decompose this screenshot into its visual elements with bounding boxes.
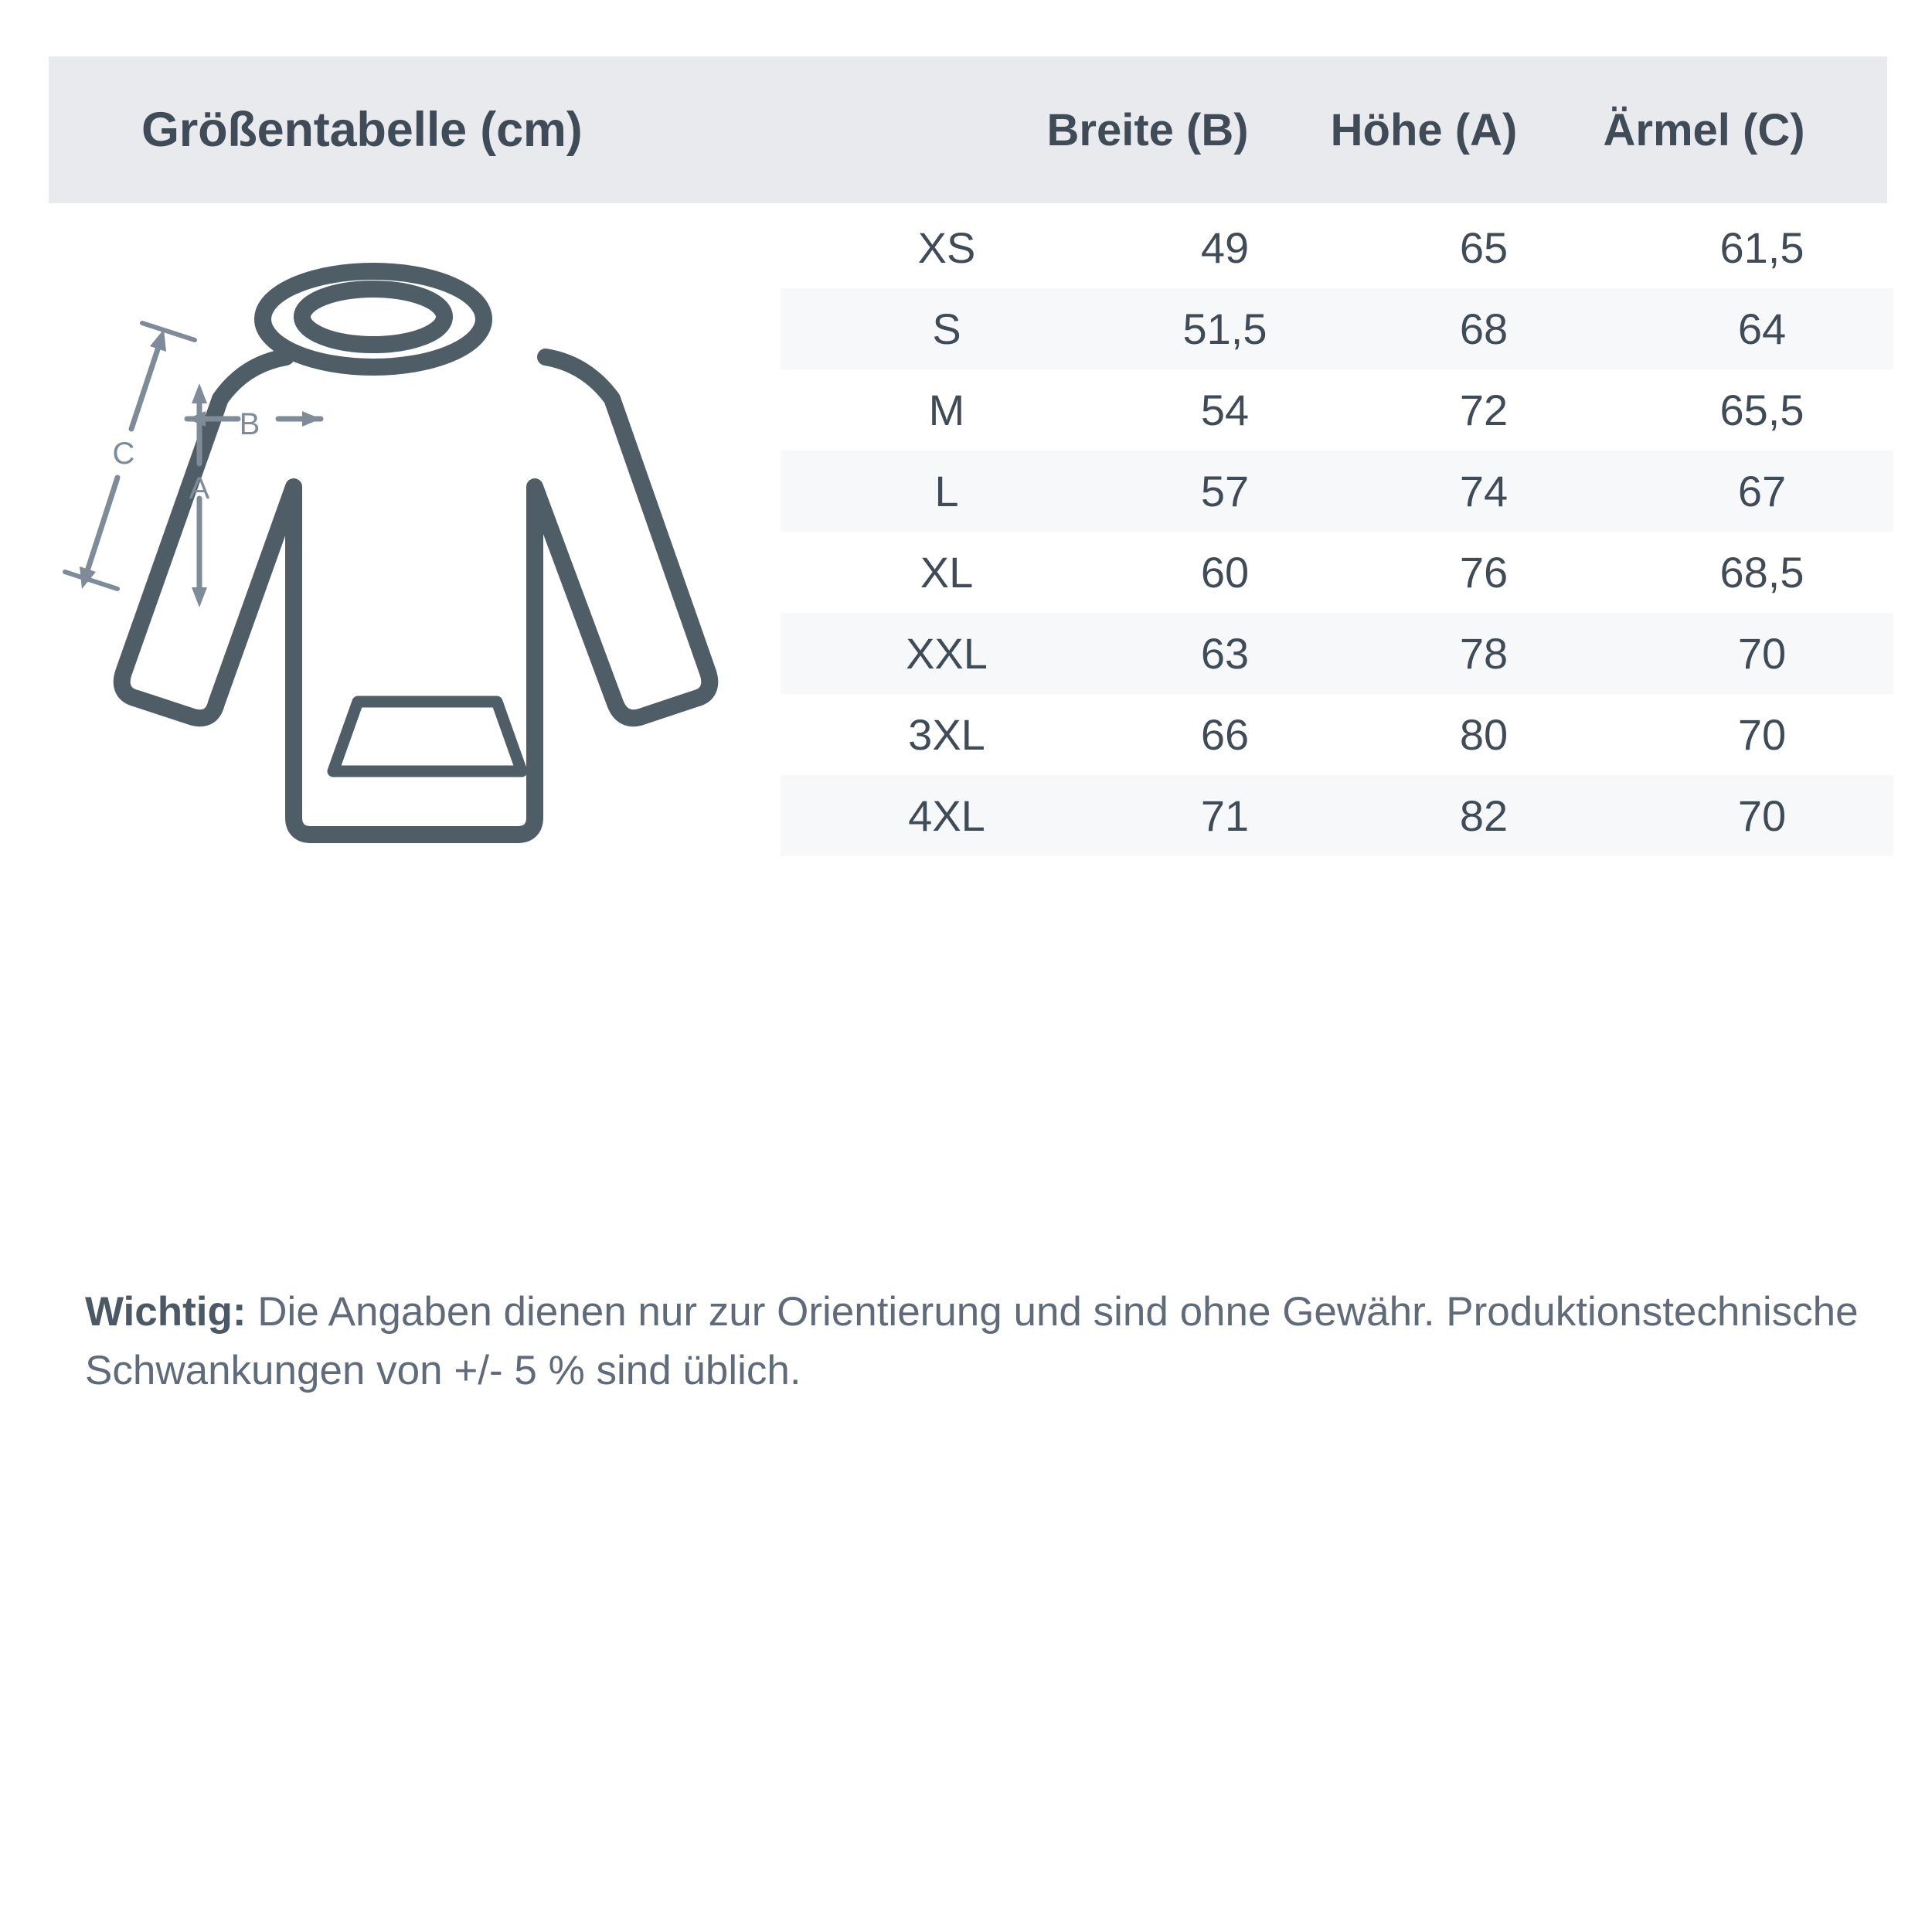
arrow-up-c bbox=[150, 329, 166, 352]
hoodie-outline bbox=[113, 263, 719, 843]
column-header-hoehe: Höhe (A) bbox=[1330, 104, 1518, 155]
disclaimer-lead: Wichtig: bbox=[85, 1289, 247, 1335]
dimension-label-c: C bbox=[113, 437, 135, 471]
dimension-label-b: B bbox=[240, 407, 260, 441]
column-headers: Breite (B) Höhe (A) Ärmel (C) bbox=[1005, 56, 1887, 203]
cell-hoehe: 82 bbox=[1459, 791, 1509, 840]
cell-hoehe: 78 bbox=[1459, 629, 1509, 678]
cell-breite: 54 bbox=[1200, 386, 1250, 434]
cell-aermel: 61,5 bbox=[1719, 223, 1804, 272]
cell-hoehe: 65 bbox=[1459, 223, 1509, 272]
cell-size: XXL bbox=[906, 629, 988, 678]
table-row: XS 49 65 61,5 bbox=[781, 207, 1893, 288]
cell-aermel: 70 bbox=[1737, 629, 1787, 678]
cell-size: XS bbox=[917, 223, 976, 272]
hoodie-pocket bbox=[327, 696, 528, 777]
table-row: S 51,5 68 64 bbox=[781, 288, 1893, 369]
cell-aermel: 70 bbox=[1737, 791, 1787, 840]
cell-hoehe: 68 bbox=[1459, 304, 1509, 353]
column-header-aermel: Ärmel (C) bbox=[1603, 104, 1805, 155]
dimension-line-c bbox=[128, 337, 164, 432]
cell-breite: 71 bbox=[1200, 791, 1250, 840]
arrow-up-a bbox=[192, 383, 207, 403]
cell-breite: 49 bbox=[1200, 223, 1250, 272]
cell-hoehe: 80 bbox=[1459, 710, 1509, 759]
cell-aermel: 70 bbox=[1737, 710, 1787, 759]
cell-breite: 51,5 bbox=[1182, 304, 1267, 353]
table-row: 3XL 66 80 70 bbox=[781, 694, 1893, 775]
cell-hoehe: 76 bbox=[1459, 548, 1509, 597]
table-row: XXL 63 78 70 bbox=[781, 613, 1893, 694]
disclaimer-text: Die Angaben dienen nur zur Orientierung … bbox=[85, 1289, 1859, 1393]
disclaimer-note: Wichtig: Die Angaben dienen nur zur Orie… bbox=[85, 1283, 1886, 1400]
dimension-label-a: A bbox=[189, 471, 210, 505]
tick-bottom-c bbox=[63, 570, 120, 591]
cell-aermel: 68,5 bbox=[1719, 548, 1804, 597]
arrow-left-b bbox=[187, 411, 206, 427]
cell-size: 4XL bbox=[908, 791, 985, 840]
cell-aermel: 67 bbox=[1737, 467, 1787, 515]
dimension-markers bbox=[63, 321, 324, 607]
cell-size: XL bbox=[920, 548, 974, 597]
cell-breite: 57 bbox=[1200, 467, 1250, 515]
table-row: 4XL 71 82 70 bbox=[781, 775, 1893, 856]
cell-size: S bbox=[932, 304, 961, 353]
cell-hoehe: 72 bbox=[1459, 386, 1509, 434]
cell-breite: 63 bbox=[1200, 629, 1250, 678]
arrow-down-a bbox=[192, 587, 207, 607]
cell-aermel: 64 bbox=[1737, 304, 1787, 353]
page-title: Größentabelle (cm) bbox=[141, 103, 583, 157]
column-header-breite: Breite (B) bbox=[1046, 104, 1249, 155]
cell-size: L bbox=[934, 467, 959, 515]
cell-aermel: 65,5 bbox=[1719, 386, 1804, 434]
table-header-band: Größentabelle (cm) Breite (B) Höhe (A) Ä… bbox=[49, 56, 1887, 203]
cell-breite: 66 bbox=[1200, 710, 1250, 759]
cell-size: M bbox=[928, 386, 965, 434]
arrow-right-b bbox=[302, 411, 321, 427]
cell-breite: 60 bbox=[1200, 548, 1250, 597]
table-row: XL 60 76 68,5 bbox=[781, 532, 1893, 613]
table-row: M 54 72 65,5 bbox=[781, 369, 1893, 451]
tick-top-c bbox=[140, 321, 197, 342]
cell-hoehe: 74 bbox=[1459, 467, 1509, 515]
table-row: L 57 74 67 bbox=[781, 451, 1893, 532]
cell-size: 3XL bbox=[908, 710, 985, 759]
hoodie-measurement-illustration: B A C bbox=[62, 232, 773, 866]
size-table: XS 49 65 61,5 S 51,5 68 64 M 54 72 65,5 … bbox=[781, 207, 1893, 856]
